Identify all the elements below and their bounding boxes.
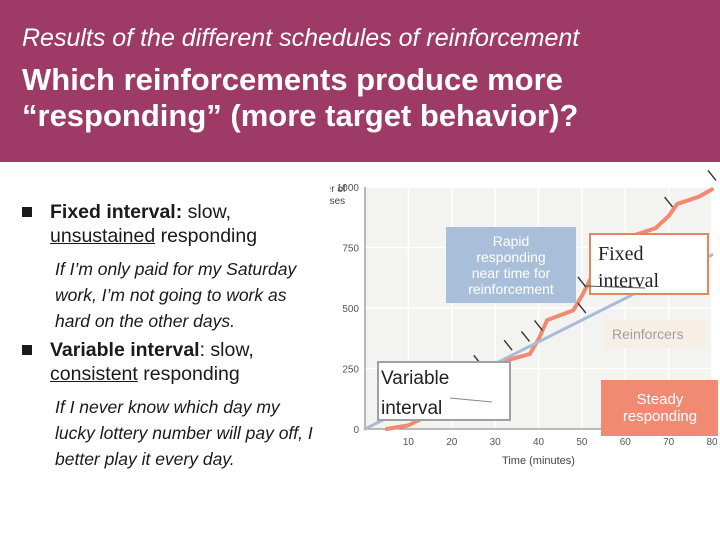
y-axis-title-line: Number of [330, 184, 346, 195]
bullet-fixed-interval: Fixed interval: slow, unsustained respon… [22, 200, 322, 248]
reinforcers-box [605, 320, 705, 348]
bullet-text: responding [155, 225, 258, 247]
y-tick-label: 250 [342, 365, 359, 376]
cumulative-record-chart: 025050075010001020304050607080Number ofr… [299, 169, 720, 480]
slide-subtitle: Results of the different schedules of re… [22, 24, 580, 52]
title-line-2: “responding” (more target behavior)? [22, 98, 579, 133]
x-tick-label: 40 [533, 437, 545, 448]
x-axis-title: Time (minutes) [502, 455, 575, 467]
bullet-underlined: unsustained [50, 225, 156, 247]
reinforcer-mark [664, 196, 674, 208]
x-tick-label: 50 [576, 437, 588, 448]
bullet-list: Fixed interval: slow, unsustained respon… [22, 200, 322, 472]
reinforcer-mark [503, 339, 513, 351]
square-bullet-icon [22, 345, 32, 355]
fixed-interval-callout [589, 233, 709, 295]
reinforcer-mark [577, 302, 587, 314]
y-tick-label: 1000 [337, 183, 360, 194]
rapid-responding-box [446, 227, 576, 303]
x-tick-label: 10 [403, 437, 415, 448]
rapid-responding-label: responding [476, 249, 545, 265]
x-tick-label: 70 [663, 437, 675, 448]
bullet-text: slow, [182, 201, 231, 223]
callout-pointer [585, 285, 646, 289]
reinforcers-label: Reinforcers [612, 326, 684, 342]
bullet-variable-interval: Variable interval: slow, consistent resp… [22, 338, 322, 386]
y-tick-label: 500 [342, 304, 359, 315]
rapid-responding-label: near time for [472, 265, 551, 281]
chart-svg: 025050075010001020304050607080Number ofr… [299, 169, 718, 467]
reinforcer-mark [577, 276, 587, 288]
fixed-interval-label: Fixed [598, 243, 644, 265]
bullet-term: Fixed interval: [50, 201, 183, 223]
reinforcer-mark [707, 169, 717, 181]
title-banner: Results of the different schedules of re… [0, 0, 720, 162]
y-tick-label: 750 [342, 244, 359, 255]
bullet-text: : slow, [199, 339, 254, 361]
variable-interval-label: interval [381, 398, 442, 419]
y-axis-title-line: responses [330, 196, 345, 207]
reinforcer-mark [533, 320, 544, 331]
variable-interval-label: Variable [381, 368, 449, 389]
x-tick-label: 60 [620, 437, 632, 448]
callout-pointer [449, 397, 493, 403]
variable-interval-callout [377, 361, 511, 421]
x-tick-label: 80 [706, 437, 718, 448]
bullet-text: responding [137, 363, 240, 385]
steady-responding-label: responding [623, 408, 697, 425]
reinforcer-mark [520, 330, 531, 342]
rapid-responding-label: reinforcement [468, 281, 554, 297]
bullet-example: If I’m only paid for my Saturday work, I… [55, 259, 297, 331]
square-bullet-icon [22, 207, 32, 217]
fixed-interval-label: interval [598, 270, 660, 292]
steady-responding-label: Steady [637, 391, 684, 408]
y-tick-label: 0 [353, 425, 359, 436]
steady-responding-box [601, 380, 718, 436]
x-tick-label: 20 [446, 437, 458, 448]
bullet-underlined: consistent [50, 363, 138, 385]
x-tick-label: 30 [490, 437, 502, 448]
rapid-responding-label: Rapid [493, 233, 530, 249]
bullet-example: If I never know which day my lucky lotte… [55, 397, 313, 469]
slide-title: Which reinforcements produce more “respo… [22, 62, 578, 134]
bullet-term: Variable interval [50, 339, 200, 361]
title-line-1: Which reinforcements produce more [22, 62, 563, 97]
